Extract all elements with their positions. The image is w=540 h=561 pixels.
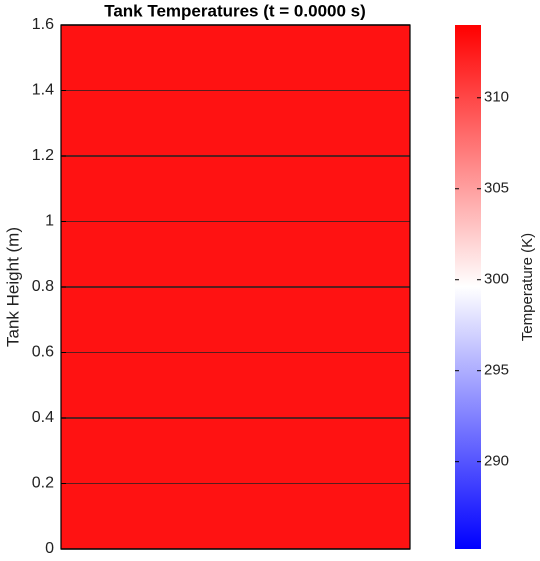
colorbar-tick-label: 310 — [484, 89, 509, 106]
y-tick-label: 1 — [45, 213, 54, 230]
cell — [61, 352, 410, 418]
colorbar-tick-label: 290 — [484, 453, 509, 470]
y-tick-label: 1.6 — [32, 16, 54, 33]
colorbar-tick-label: 295 — [484, 362, 509, 379]
y-tick-label: 1.2 — [32, 147, 54, 164]
y-tick-label: 0.6 — [32, 344, 54, 361]
cell — [61, 221, 410, 287]
cell — [61, 483, 410, 549]
cell — [61, 25, 410, 91]
y-tick-label: 0.2 — [32, 475, 54, 492]
y-tick-label: 1.4 — [32, 82, 54, 99]
colorbar — [455, 25, 481, 549]
y-tick-label: 0.4 — [32, 409, 54, 426]
y-tick-label: 0.8 — [32, 278, 54, 295]
cell — [61, 287, 410, 353]
y-axis-label: Tank Height (m) — [3, 227, 22, 347]
cell — [61, 156, 410, 222]
colorbar-tick-label: 305 — [484, 180, 509, 197]
y-tick-label: 0 — [45, 540, 54, 557]
cell — [61, 418, 410, 484]
colorbar-tick-label: 300 — [484, 271, 509, 288]
colorbar-label: Temperature (K) — [519, 233, 536, 341]
cell — [61, 90, 410, 156]
chart-title: Tank Temperatures (t = 0.0000 s) — [104, 1, 366, 20]
